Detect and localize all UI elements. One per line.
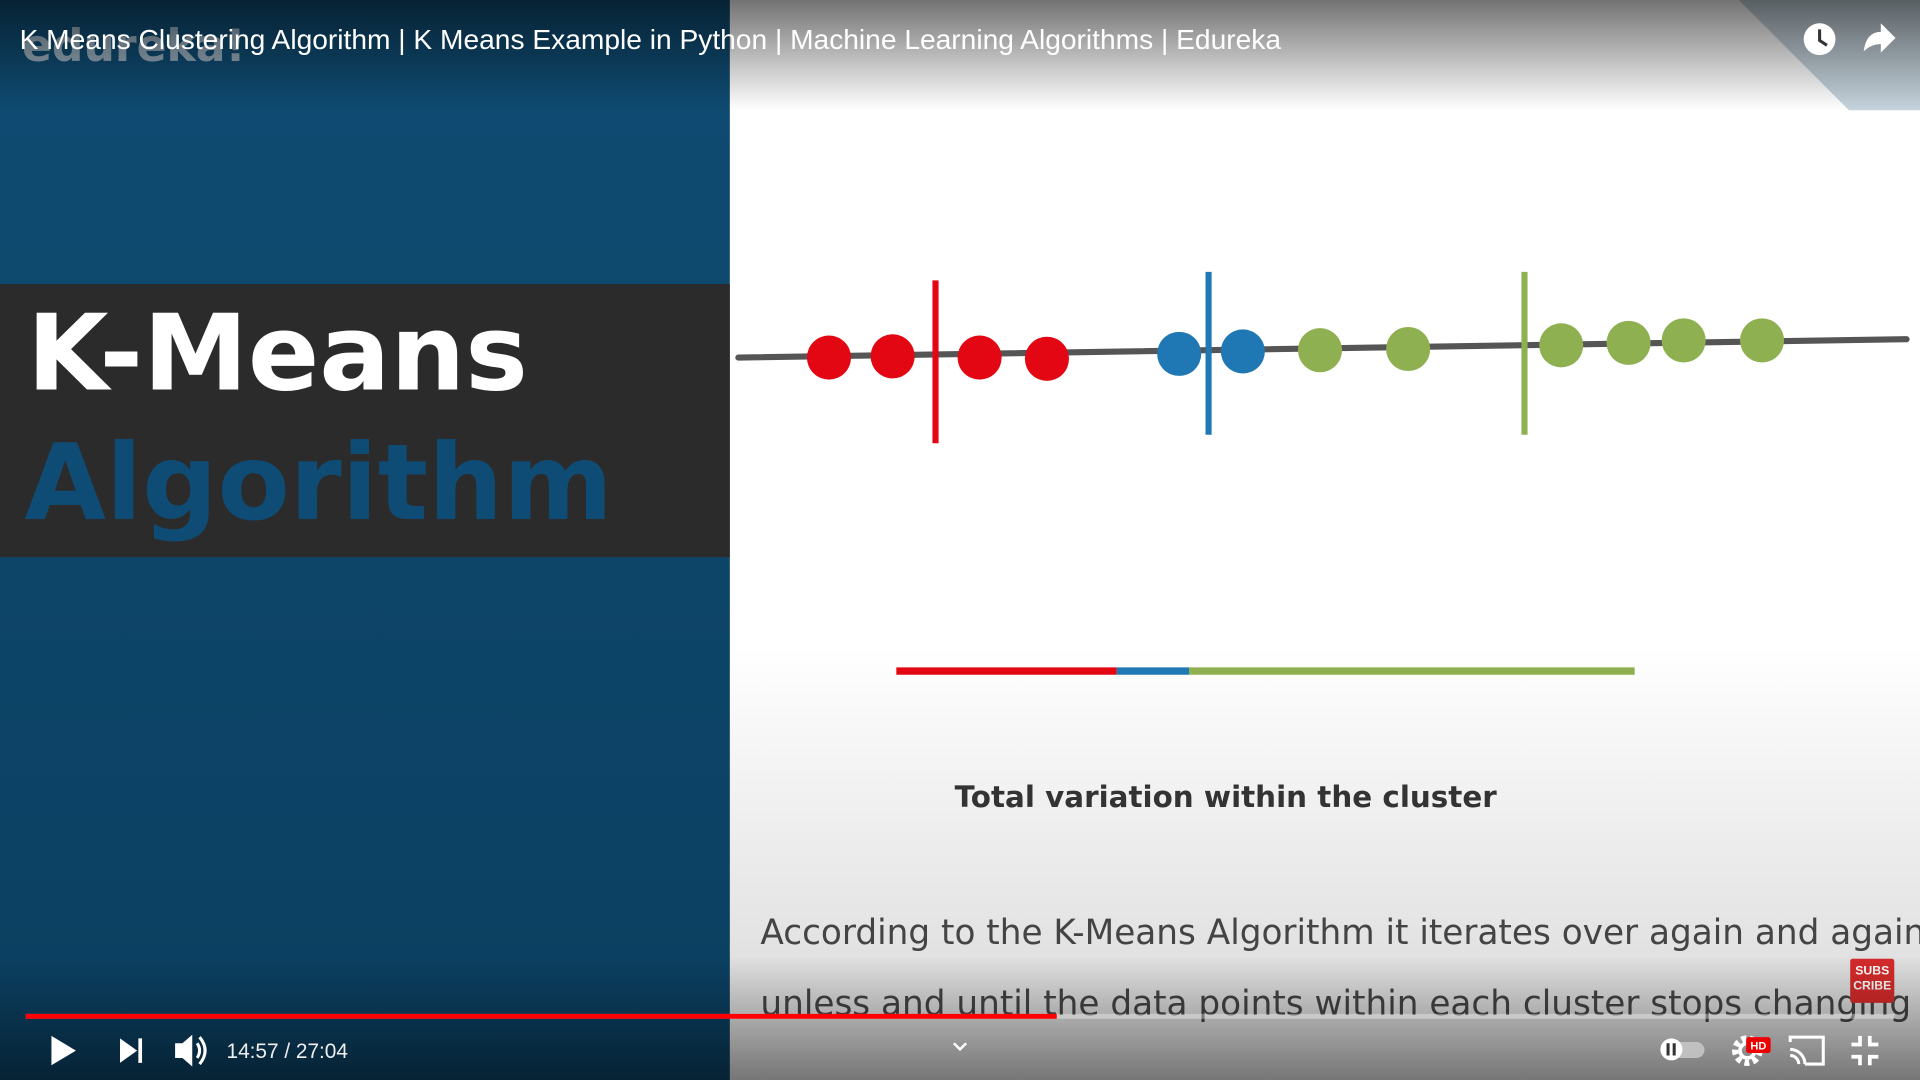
icon (120, 1038, 138, 1063)
play-button[interactable] (51, 1035, 76, 1066)
data-point (1297, 328, 1343, 373)
data-point (1740, 318, 1785, 363)
volume-button[interactable] (175, 1034, 207, 1067)
data-point (1386, 326, 1431, 372)
share-button[interactable] (1863, 23, 1896, 53)
icon (175, 1034, 193, 1067)
autoplay-toggle[interactable] (1660, 1038, 1705, 1061)
data-point (1220, 329, 1265, 374)
next-button[interactable] (120, 1038, 143, 1063)
heading: K-Means (27, 291, 528, 414)
heading: Algorithm (24, 421, 612, 544)
hd-label: HD (1750, 1040, 1766, 1052)
toggle-knob (1660, 1038, 1683, 1061)
icon (195, 1036, 207, 1066)
green-cluster (1297, 318, 1785, 373)
expand-chevron[interactable] (953, 1042, 967, 1052)
data-point (1539, 323, 1584, 368)
cast-button[interactable] (1788, 1035, 1825, 1066)
exit-fullscreen-button[interactable] (1851, 1035, 1879, 1066)
settings-button[interactable]: HD (1732, 1035, 1771, 1066)
right-panel (729, 0, 1920, 1080)
data-point (1606, 320, 1651, 365)
icon (1788, 1035, 1825, 1066)
data-point (957, 335, 1002, 380)
hd-badge (1746, 1037, 1771, 1054)
data-point (1024, 336, 1069, 381)
paragraph-line: According to the K-Means Algorithm it it… (760, 913, 1920, 953)
icon (1818, 29, 1828, 47)
time-display: 14:57 / 27:04 (227, 1040, 348, 1063)
blue-cluster (1157, 329, 1265, 376)
icon (1790, 1047, 1807, 1065)
top-shade (0, 0, 1920, 111)
icon (138, 1038, 143, 1063)
data-point (870, 334, 915, 379)
data-point (806, 335, 852, 380)
watch-later-button[interactable] (1803, 23, 1836, 56)
video-title[interactable]: K Means Clustering Algorithm | K Means E… (20, 24, 1282, 55)
progress-played (25, 1013, 1057, 1019)
heading-band (0, 284, 730, 558)
icon (1672, 1043, 1676, 1056)
data-point (1157, 331, 1202, 376)
icon (1666, 1043, 1670, 1056)
red-cluster (806, 334, 1069, 381)
caption: Total variation within the cluster (955, 780, 1498, 814)
data-point (1661, 318, 1706, 363)
